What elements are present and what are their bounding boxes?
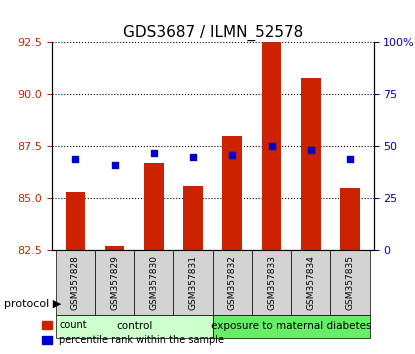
Bar <box>105 246 124 250</box>
FancyBboxPatch shape <box>173 250 213 315</box>
Point <box>111 162 118 168</box>
FancyBboxPatch shape <box>291 250 330 315</box>
Point <box>308 148 314 153</box>
Point <box>72 156 79 162</box>
Bar <box>66 192 85 250</box>
FancyBboxPatch shape <box>213 315 370 338</box>
Text: GSM357835: GSM357835 <box>345 255 354 310</box>
FancyBboxPatch shape <box>56 250 95 315</box>
FancyBboxPatch shape <box>330 250 370 315</box>
Text: GSM357834: GSM357834 <box>306 255 315 310</box>
Bar <box>301 78 320 250</box>
Text: GSM357829: GSM357829 <box>110 255 119 310</box>
FancyBboxPatch shape <box>95 250 134 315</box>
Title: GDS3687 / ILMN_52578: GDS3687 / ILMN_52578 <box>122 25 303 41</box>
Text: protocol ▶: protocol ▶ <box>4 299 61 309</box>
Text: exposure to maternal diabetes: exposure to maternal diabetes <box>211 321 371 331</box>
Point <box>151 150 157 155</box>
FancyBboxPatch shape <box>213 250 252 315</box>
Text: GSM357828: GSM357828 <box>71 255 80 310</box>
Legend: count, percentile rank within the sample: count, percentile rank within the sample <box>38 316 228 349</box>
Text: GSM357833: GSM357833 <box>267 255 276 310</box>
Point <box>347 156 353 162</box>
Point <box>190 154 196 160</box>
FancyBboxPatch shape <box>134 250 173 315</box>
Bar <box>340 188 360 250</box>
Point <box>268 143 275 149</box>
Text: GSM357831: GSM357831 <box>188 255 198 310</box>
FancyBboxPatch shape <box>252 250 291 315</box>
Point <box>229 152 236 158</box>
Bar <box>222 136 242 250</box>
Text: GSM357830: GSM357830 <box>149 255 159 310</box>
Bar <box>183 186 203 250</box>
Bar <box>144 163 164 250</box>
FancyBboxPatch shape <box>56 315 213 338</box>
Text: GSM357832: GSM357832 <box>228 255 237 310</box>
Bar <box>262 42 281 250</box>
Text: control: control <box>116 321 152 331</box>
